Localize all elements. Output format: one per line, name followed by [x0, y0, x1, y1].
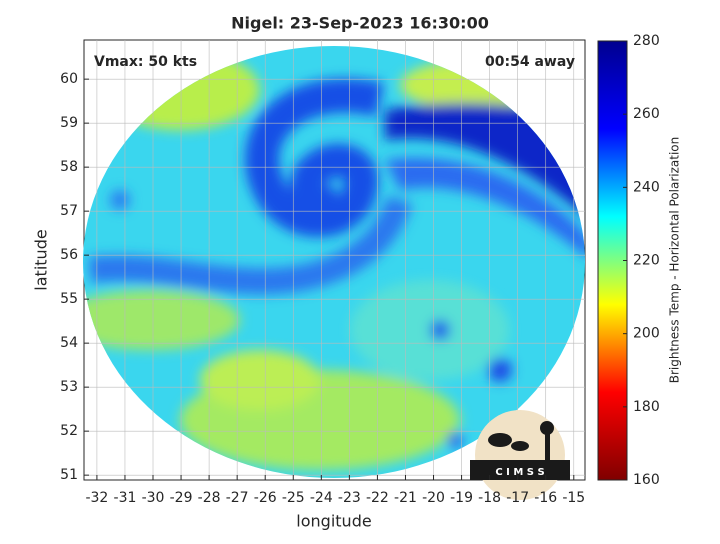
x-tick-label: -16: [534, 490, 557, 506]
x-tick-label: -19: [450, 490, 473, 506]
y-tick-label: 51: [60, 467, 78, 483]
y-tick-label: 57: [60, 203, 78, 219]
x-tick-label: -32: [85, 490, 108, 506]
y-tick-label: 55: [60, 291, 78, 307]
x-tick-label: -22: [366, 490, 389, 506]
x-axis-label: longitude: [296, 512, 371, 531]
colorbar-tick-label: 260: [633, 106, 660, 122]
x-tick-label: -28: [198, 490, 221, 506]
colorbar-tick-label: 240: [633, 179, 660, 195]
x-tick-label: -30: [142, 490, 165, 506]
colorbar-tick-label: 200: [633, 326, 660, 342]
x-tick-label: -29: [170, 490, 193, 506]
x-tick-label: -18: [478, 490, 501, 506]
y-tick-label: 56: [60, 247, 78, 263]
x-tick-label: -25: [282, 490, 305, 506]
y-tick-label: 60: [60, 71, 78, 87]
x-tick-label: -27: [226, 490, 249, 506]
colorbar: [597, 40, 628, 481]
x-tick-label: -26: [254, 490, 277, 506]
x-tick-label: -15: [562, 490, 585, 506]
colorbar-tick-label: 220: [633, 253, 660, 269]
colorbar-tick-label: 280: [633, 33, 660, 49]
cimss-logo: C I M S S: [470, 410, 570, 500]
y-tick-label: 59: [60, 115, 78, 131]
y-axis-label: latitude: [32, 229, 51, 290]
colorbar-label: Brightness Temp - Horizontal Polarizatio…: [668, 137, 682, 384]
colorbar-tick-label: 160: [633, 472, 660, 488]
y-tick-label: 58: [60, 159, 78, 175]
x-tick-label: -17: [506, 490, 529, 506]
y-tick-label: 52: [60, 423, 78, 439]
x-tick-label: -23: [338, 490, 361, 506]
colorbar-tick-label: 180: [633, 399, 660, 415]
x-tick-label: -31: [114, 490, 137, 506]
annotation: 00:54 away: [485, 54, 575, 70]
x-tick-label: -21: [394, 490, 417, 506]
x-tick-label: -20: [422, 490, 445, 506]
logo-text: C I M S S: [495, 467, 544, 478]
y-tick-label: 54: [60, 335, 78, 351]
y-tick-label: 53: [60, 379, 78, 395]
annotation: Vmax: 50 kts: [94, 54, 197, 70]
chart-title: Nigel: 23-Sep-2023 16:30:00: [231, 14, 489, 33]
satellite-image: [83, 46, 585, 478]
x-tick-label: -24: [310, 490, 333, 506]
